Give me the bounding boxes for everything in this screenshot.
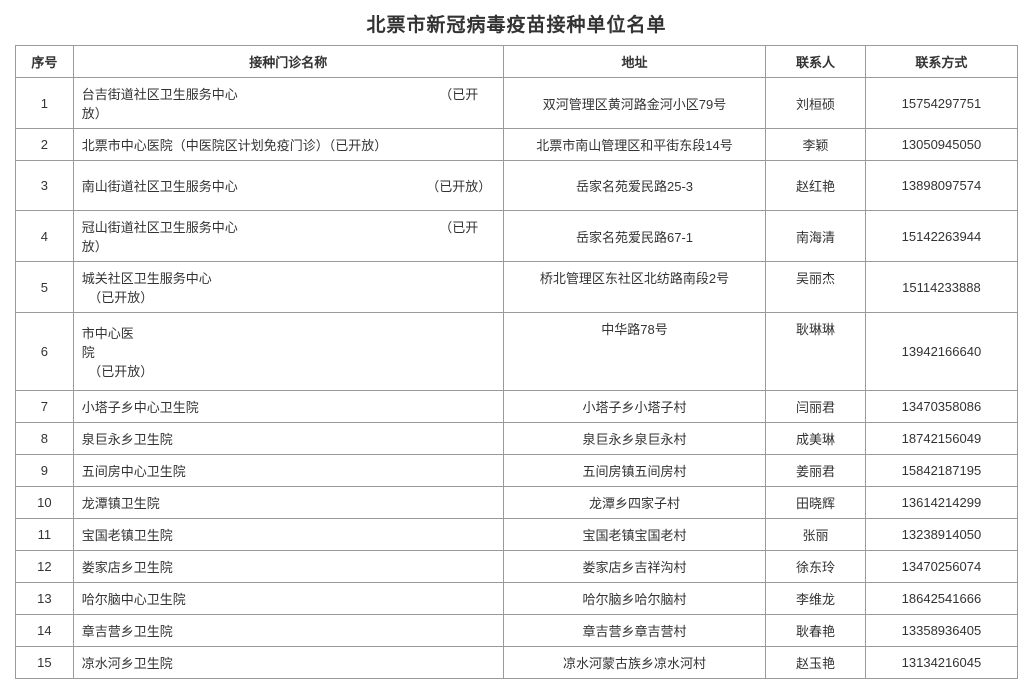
cell-contact: 李维龙 — [766, 583, 866, 615]
cell-addr: 桥北管理区东社区北纺路南段2号 — [503, 262, 765, 313]
table-header-row: 序号 接种门诊名称 地址 联系人 联系方式 — [16, 46, 1018, 78]
cell-contact: 姜丽君 — [766, 455, 866, 487]
table-row: 9五间房中心卫生院五间房镇五间房村姜丽君15842187195 — [16, 455, 1018, 487]
cell-seq: 9 — [16, 455, 74, 487]
cell-addr: 宝国老镇宝国老村 — [503, 519, 765, 551]
col-header-seq: 序号 — [16, 46, 74, 78]
table-row: 10龙潭镇卫生院龙潭乡四家子村田晓辉13614214299 — [16, 487, 1018, 519]
cell-name: 冠山街道社区卫生服务中心 （已开放） — [73, 211, 503, 262]
cell-contact: 赵玉艳 — [766, 647, 866, 679]
cell-seq: 13 — [16, 583, 74, 615]
cell-addr: 北票市南山管理区和平街东段14号 — [503, 129, 765, 161]
cell-contact: 吴丽杰 — [766, 262, 866, 313]
col-header-name: 接种门诊名称 — [73, 46, 503, 78]
cell-contact: 成美琳 — [766, 423, 866, 455]
cell-addr: 小塔子乡小塔子村 — [503, 391, 765, 423]
cell-phone: 15114233888 — [865, 262, 1017, 313]
cell-seq: 15 — [16, 647, 74, 679]
table-row: 6市中心医 院 （已开放）中华路78号耿琳琳13942166640 — [16, 313, 1018, 391]
cell-contact: 闫丽君 — [766, 391, 866, 423]
table-row: 15凉水河乡卫生院凉水河蒙古族乡凉水河村赵玉艳13134216045 — [16, 647, 1018, 679]
cell-contact: 赵红艳 — [766, 161, 866, 211]
cell-name: 龙潭镇卫生院 — [73, 487, 503, 519]
cell-addr: 双河管理区黄河路金河小区79号 — [503, 78, 765, 129]
cell-seq: 4 — [16, 211, 74, 262]
cell-contact: 耿琳琳 — [766, 313, 866, 391]
cell-phone: 13238914050 — [865, 519, 1017, 551]
cell-addr: 泉巨永乡泉巨永村 — [503, 423, 765, 455]
cell-phone: 13358936405 — [865, 615, 1017, 647]
cell-contact: 南海清 — [766, 211, 866, 262]
cell-name: 哈尔脑中心卫生院 — [73, 583, 503, 615]
cell-name: 章吉营乡卫生院 — [73, 615, 503, 647]
cell-phone: 15142263944 — [865, 211, 1017, 262]
cell-contact: 李颖 — [766, 129, 866, 161]
table-row: 4冠山街道社区卫生服务中心 （已开放）岳家名苑爱民路67-1南海清1514226… — [16, 211, 1018, 262]
cell-addr: 娄家店乡吉祥沟村 — [503, 551, 765, 583]
cell-seq: 1 — [16, 78, 74, 129]
cell-addr: 章吉营乡章吉营村 — [503, 615, 765, 647]
cell-name: 北票市中心医院（中医院区计划免疫门诊）（已开放） — [73, 129, 503, 161]
cell-name: 凉水河乡卫生院 — [73, 647, 503, 679]
cell-addr: 中华路78号 — [503, 313, 765, 391]
col-header-contact: 联系人 — [766, 46, 866, 78]
col-header-phone: 联系方式 — [865, 46, 1017, 78]
cell-contact: 张丽 — [766, 519, 866, 551]
cell-phone: 13050945050 — [865, 129, 1017, 161]
cell-addr: 凉水河蒙古族乡凉水河村 — [503, 647, 765, 679]
cell-name: 泉巨永乡卫生院 — [73, 423, 503, 455]
cell-phone: 13898097574 — [865, 161, 1017, 211]
table-row: 1台吉街道社区卫生服务中心 （已开放）双河管理区黄河路金河小区79号刘桓硕157… — [16, 78, 1018, 129]
cell-phone: 18642541666 — [865, 583, 1017, 615]
cell-name: 南山街道社区卫生服务中心 （已开放） — [73, 161, 503, 211]
cell-phone: 13614214299 — [865, 487, 1017, 519]
table-row: 5城关社区卫生服务中心 （已开放）桥北管理区东社区北纺路南段2号吴丽杰15114… — [16, 262, 1018, 313]
table-row: 3南山街道社区卫生服务中心 （已开放）岳家名苑爱民路25-3赵红艳1389809… — [16, 161, 1018, 211]
cell-addr: 岳家名苑爱民路67-1 — [503, 211, 765, 262]
cell-contact: 耿春艳 — [766, 615, 866, 647]
cell-seq: 14 — [16, 615, 74, 647]
vaccination-sites-table: 序号 接种门诊名称 地址 联系人 联系方式 1台吉街道社区卫生服务中心 （已开放… — [15, 45, 1018, 679]
cell-seq: 2 — [16, 129, 74, 161]
table-row: 8泉巨永乡卫生院泉巨永乡泉巨永村成美琳18742156049 — [16, 423, 1018, 455]
cell-name: 娄家店乡卫生院 — [73, 551, 503, 583]
cell-seq: 6 — [16, 313, 74, 391]
cell-addr: 岳家名苑爱民路25-3 — [503, 161, 765, 211]
cell-name: 城关社区卫生服务中心 （已开放） — [73, 262, 503, 313]
cell-phone: 18742156049 — [865, 423, 1017, 455]
cell-phone: 13134216045 — [865, 647, 1017, 679]
table-row: 12娄家店乡卫生院娄家店乡吉祥沟村徐东玲13470256074 — [16, 551, 1018, 583]
cell-phone: 13942166640 — [865, 313, 1017, 391]
cell-addr: 五间房镇五间房村 — [503, 455, 765, 487]
cell-seq: 5 — [16, 262, 74, 313]
cell-name: 台吉街道社区卫生服务中心 （已开放） — [73, 78, 503, 129]
table-row: 7小塔子乡中心卫生院小塔子乡小塔子村闫丽君13470358086 — [16, 391, 1018, 423]
table-row: 13哈尔脑中心卫生院哈尔脑乡哈尔脑村李维龙18642541666 — [16, 583, 1018, 615]
cell-name: 小塔子乡中心卫生院 — [73, 391, 503, 423]
cell-name: 宝国老镇卫生院 — [73, 519, 503, 551]
cell-seq: 10 — [16, 487, 74, 519]
cell-seq: 8 — [16, 423, 74, 455]
table-row: 2北票市中心医院（中医院区计划免疫门诊）（已开放）北票市南山管理区和平街东段14… — [16, 129, 1018, 161]
cell-seq: 7 — [16, 391, 74, 423]
col-header-addr: 地址 — [503, 46, 765, 78]
cell-contact: 徐东玲 — [766, 551, 866, 583]
cell-phone: 15754297751 — [865, 78, 1017, 129]
cell-contact: 田晓辉 — [766, 487, 866, 519]
cell-phone: 13470358086 — [865, 391, 1017, 423]
table-row: 11宝国老镇卫生院宝国老镇宝国老村张丽13238914050 — [16, 519, 1018, 551]
cell-seq: 11 — [16, 519, 74, 551]
table-row: 14章吉营乡卫生院章吉营乡章吉营村耿春艳13358936405 — [16, 615, 1018, 647]
cell-addr: 龙潭乡四家子村 — [503, 487, 765, 519]
cell-phone: 13470256074 — [865, 551, 1017, 583]
page-title: 北票市新冠病毒疫苗接种单位名单 — [15, 10, 1018, 37]
cell-name: 五间房中心卫生院 — [73, 455, 503, 487]
cell-contact: 刘桓硕 — [766, 78, 866, 129]
cell-seq: 12 — [16, 551, 74, 583]
cell-addr: 哈尔脑乡哈尔脑村 — [503, 583, 765, 615]
cell-seq: 3 — [16, 161, 74, 211]
cell-phone: 15842187195 — [865, 455, 1017, 487]
cell-name: 市中心医 院 （已开放） — [73, 313, 503, 391]
